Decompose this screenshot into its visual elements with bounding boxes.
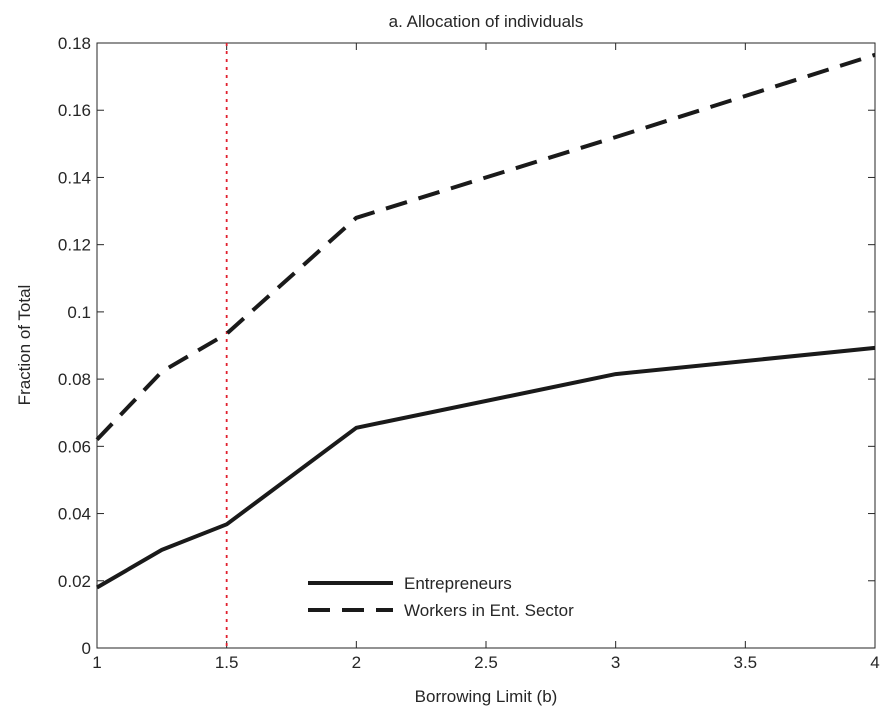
x-tick-label: 4 <box>870 653 879 672</box>
y-tick-label: 0.08 <box>58 370 91 389</box>
x-axis-label: Borrowing Limit (b) <box>415 687 558 706</box>
x-tick-label: 1.5 <box>215 653 239 672</box>
chart-title: a. Allocation of individuals <box>389 12 584 31</box>
y-tick-label: 0.16 <box>58 101 91 120</box>
axes-box <box>96 42 876 649</box>
y-axis-label: Fraction of Total <box>15 285 34 406</box>
y-tick-label: 0.12 <box>58 236 91 255</box>
x-tick-label: 2.5 <box>474 653 498 672</box>
legend-label: Entrepreneurs <box>404 574 512 593</box>
x-tick-label: 3.5 <box>734 653 758 672</box>
y-tick-label: 0.18 <box>58 34 91 53</box>
y-tick-label: 0 <box>82 639 91 658</box>
y-tick-label: 0.02 <box>58 572 91 591</box>
y-tick-label: 0.1 <box>67 303 91 322</box>
y-tick-label: 0.14 <box>58 168 91 187</box>
series-line-entrepreneurs <box>95 345 876 590</box>
x-tick-label: 3 <box>611 653 620 672</box>
x-tick-label: 2 <box>352 653 361 672</box>
y-tick-label: 0.04 <box>58 505 91 524</box>
y-tick-label: 0.06 <box>58 437 91 456</box>
plot-area: 1 1.5 2 2.5 3 3.5 4 0 0.02 0.04 0.06 0.08 0.1 0.12 0.1… <box>58 34 880 672</box>
series-line-workers <box>95 52 876 441</box>
legend: Entrepreneurs Workers in Ent. Sector <box>308 574 574 620</box>
x-tick-label: 1 <box>92 653 101 672</box>
legend-label: Workers in Ent. Sector <box>404 601 574 620</box>
